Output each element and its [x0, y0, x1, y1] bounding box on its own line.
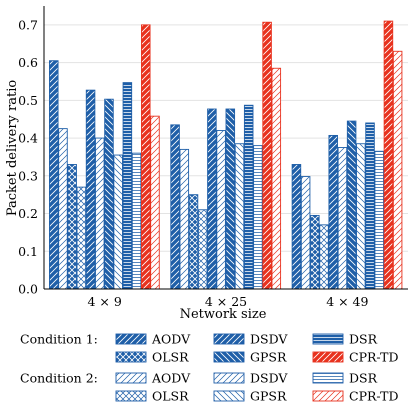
bar-olsr-c1-2 [310, 214, 320, 290]
bar-dsr-c2-0 [131, 152, 142, 290]
legend-label-dsdv-c1: DSDV [250, 332, 288, 347]
legend-label-olsr-c1: OLSR [152, 350, 189, 365]
y-tick-label: 0.0 [18, 282, 38, 297]
bar-dsr-c1-1 [243, 104, 254, 290]
x-axis-label: Network size [180, 307, 267, 322]
legend-swatch-dsdv-c2 [213, 372, 245, 384]
legend-swatch-olsr-c2 [115, 390, 147, 402]
legend-swatch-dsr-c2 [312, 372, 344, 384]
legend-label-aodv-c2: AODV [151, 371, 191, 386]
bar-dsdv-c2-1 [216, 130, 226, 290]
bar-cpr-td-c2-0 [150, 115, 160, 290]
x-tick-label: 4 × 49 [326, 294, 368, 309]
legend-condition-1-label: Condition 1: [20, 332, 98, 347]
bar-aodv-c1-2 [291, 164, 302, 290]
bar-olsr-c2-0 [76, 186, 87, 290]
bar-olsr-c2-2 [319, 224, 329, 290]
legend-condition-2-label: Condition 2: [20, 371, 98, 386]
bar-dsdv-c1-1 [207, 108, 217, 290]
y-tick-label: 0.5 [18, 93, 38, 108]
bars [49, 20, 403, 290]
y-tick-label: 0.4 [18, 131, 38, 146]
legend-label-gpsr-c1: GPSR [250, 350, 287, 365]
bar-aodv-c2-2 [300, 176, 311, 290]
bar-dsdv-c1-2 [328, 134, 338, 290]
bar-dsdv-c2-0 [95, 137, 105, 290]
bar-cpr-td-c1-2 [383, 20, 394, 290]
bar-gpsr-c1-0 [104, 98, 114, 290]
legend-label-dsr-c2: DSR [349, 371, 378, 386]
bar-cpr-td-c1-0 [141, 24, 151, 290]
y-tick-label: 0.7 [18, 17, 38, 32]
y-tick-label: 0.6 [18, 55, 38, 70]
legend-swatch-dsr-c1 [312, 333, 344, 345]
bar-gpsr-c2-0 [113, 154, 123, 290]
x-tick-label: 4 × 25 [205, 294, 247, 309]
bar-gpsr-c2-2 [356, 143, 366, 290]
legend: Condition 1: Condition 2: AODV DSDV DSR OLSR G… [20, 332, 399, 404]
y-tick-label: 0.3 [18, 168, 38, 183]
legend-swatch-olsr-c1 [115, 351, 147, 363]
axes [43, 6, 408, 290]
legend-label-dsdv-c2: DSDV [250, 371, 288, 386]
legend-label-gpsr-c2: GPSR [250, 389, 287, 404]
legend-swatch-gpsr-c2 [213, 390, 245, 402]
legend-swatch-dsdv-c1 [213, 333, 245, 345]
bar-aodv-c1-1 [170, 124, 180, 290]
legend-swatch-cpr-td-c1 [312, 351, 344, 363]
legend-swatch-aodv-c2 [115, 372, 147, 384]
bar-gpsr-c1-2 [346, 120, 357, 290]
bar-cpr-td-c2-2 [392, 50, 403, 290]
bar-olsr-c1-1 [188, 194, 199, 290]
bar-gpsr-c1-1 [225, 108, 236, 290]
bar-cpr-td-c2-1 [271, 67, 282, 290]
legend-swatch-aodv-c1 [115, 333, 147, 345]
bar-dsdv-c1-0 [85, 89, 96, 290]
bar-dsr-c2-1 [253, 145, 263, 290]
x-tick-label: 4 × 9 [88, 294, 122, 309]
bar-dsdv-c2-2 [337, 147, 348, 290]
bar-cpr-td-c1-1 [262, 21, 272, 290]
bar-aodv-c2-1 [179, 148, 190, 290]
y-tick-label: 0.1 [18, 244, 38, 259]
legend-swatch-gpsr-c1 [213, 351, 245, 363]
legend-label-aodv-c1: AODV [151, 332, 191, 347]
bar-aodv-c1-0 [49, 60, 59, 290]
bar-dsr-c1-2 [365, 122, 375, 290]
tick-labels: 0.0 0.1 0.2 0.3 0.4 0.5 0.6 0.7 4 × 9 4 × 25 4 × 4… [18, 17, 368, 309]
y-tick-label: 0.2 [18, 206, 38, 221]
y-axis-label: Packet delivery ratio [5, 80, 20, 217]
legend-label-dsr-c1: DSR [349, 332, 378, 347]
bar-dsr-c1-0 [122, 82, 133, 290]
bar-olsr-c1-0 [67, 164, 77, 290]
bar-olsr-c2-1 [197, 209, 208, 290]
bar-dsr-c2-2 [374, 150, 384, 290]
legend-label-olsr-c2: OLSR [152, 389, 189, 404]
legend-swatch-cpr-td-c2 [312, 390, 344, 402]
legend-label-cpr-td-c1: CPR-TD [349, 350, 399, 365]
legend-label-cpr-td-c2: CPR-TD [349, 389, 399, 404]
bar-gpsr-c2-1 [234, 143, 245, 290]
bar-aodv-c2-0 [58, 128, 68, 290]
